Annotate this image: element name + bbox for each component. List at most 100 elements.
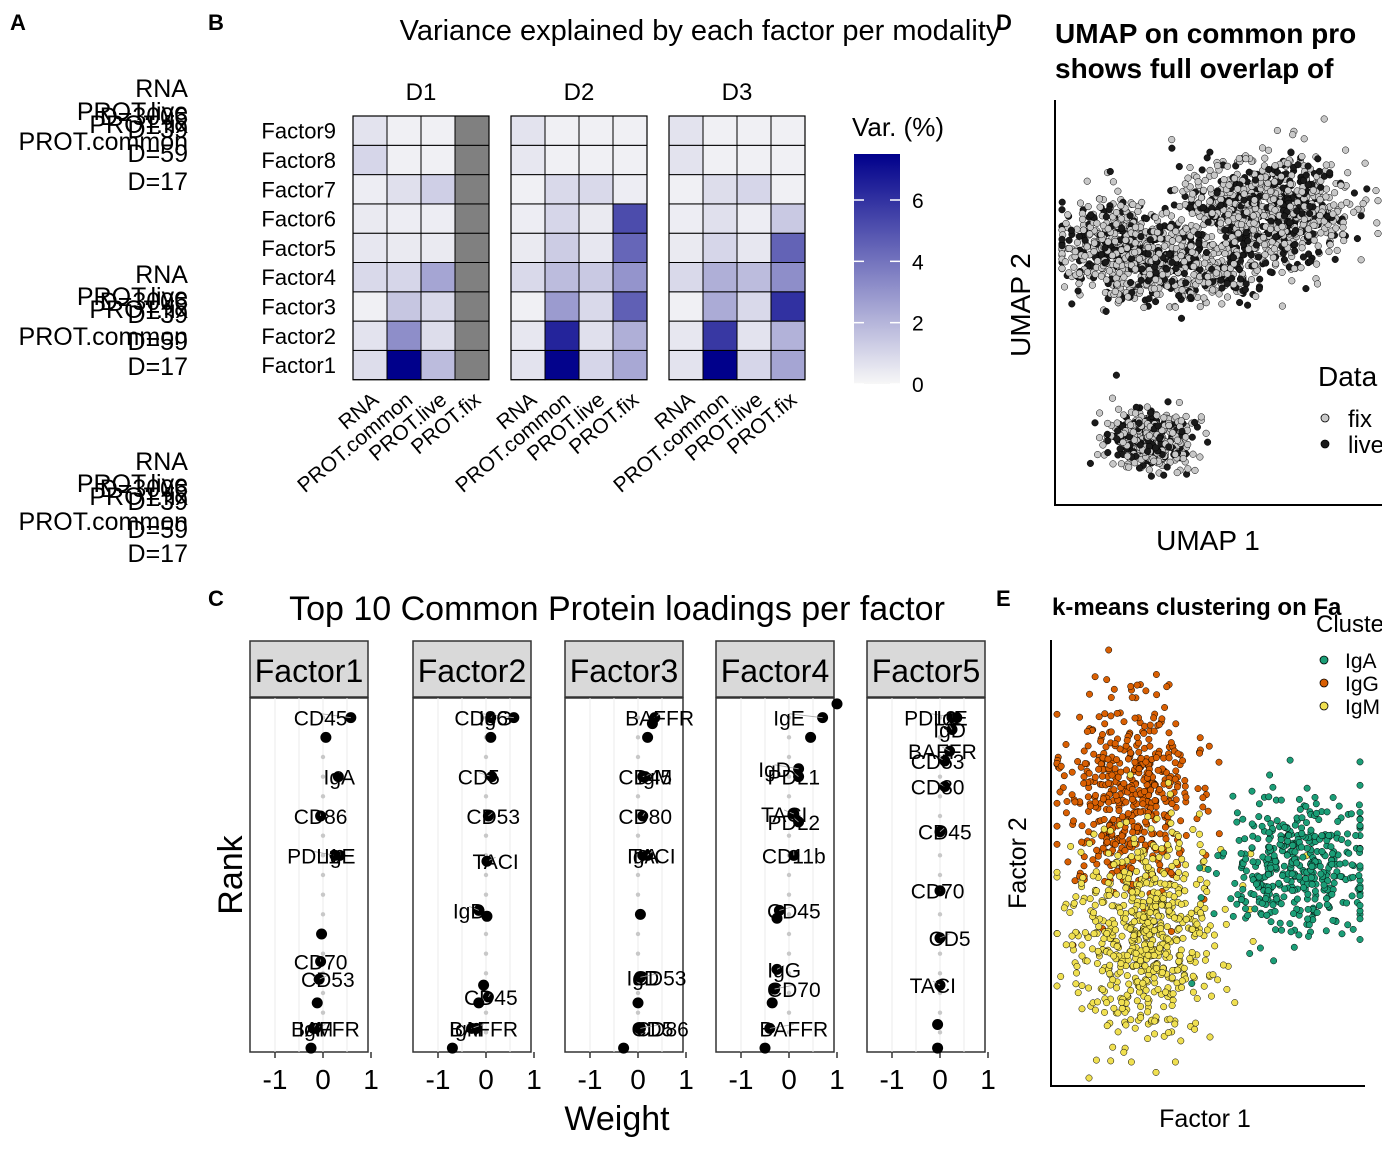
kmeans-point: [1295, 795, 1303, 803]
umap-point: [1299, 253, 1307, 261]
kmeans-point: [1182, 832, 1190, 839]
panel-d-umap: UMAP on common pro shows full overlap of…: [1005, 18, 1382, 556]
heatmap-cell: [352, 144, 388, 176]
kmeans-point: [1171, 759, 1179, 767]
umap-point: [1225, 198, 1233, 206]
loadings-minor-point: [483, 1030, 489, 1035]
loadings-xtick-label: -1: [263, 1064, 288, 1095]
umap-point: [1298, 188, 1306, 196]
kmeans-point: [1083, 728, 1091, 735]
umap-point: [1316, 211, 1324, 220]
loadings-point: [316, 928, 328, 940]
kmeans-point: [1281, 823, 1289, 831]
kmeans-point: [1129, 828, 1137, 836]
umap-point: [1213, 189, 1221, 197]
heatmap-cell: [702, 203, 738, 234]
kmeans-point: [1161, 880, 1169, 888]
kmeans-point: [1073, 962, 1081, 970]
loadings-point-label: CD80: [618, 806, 672, 829]
panel-a-label: D=39: [128, 488, 188, 516]
umap-point: [1207, 185, 1215, 193]
heatmap-cell: [702, 174, 738, 205]
umap-point: [1272, 260, 1280, 268]
heatmap-facet-border: [352, 115, 490, 381]
loadings-minor-point: [320, 971, 326, 976]
loadings-minor-point: [483, 951, 489, 956]
kmeans-point: [1223, 985, 1231, 993]
umap-point: [1278, 302, 1286, 310]
loadings-minor-point: [320, 794, 326, 799]
kmeans-point: [1144, 863, 1152, 871]
umap-point: [1332, 224, 1340, 232]
kmeans-point: [1313, 809, 1320, 817]
umap-point: [1288, 171, 1296, 179]
kmeans-point: [1077, 879, 1085, 887]
umap-point: [1374, 229, 1382, 238]
kmeans-point: [1204, 807, 1212, 815]
kmeans-point: [1248, 820, 1256, 828]
kmeans-point: [1311, 895, 1319, 903]
umap-point: [1171, 303, 1180, 311]
loadings-label-leader: [640, 1024, 663, 1029]
kmeans-point: [1355, 801, 1363, 809]
umap-point: [1197, 413, 1205, 421]
loadings-label-leader: [640, 972, 660, 978]
loadings-point-label: IgE: [324, 845, 356, 868]
kmeans-point: [1349, 873, 1357, 881]
kmeans-point: [1316, 862, 1324, 870]
heatmap-cell: [770, 291, 806, 322]
umap-point: [1331, 255, 1339, 263]
umap-point: [1204, 279, 1213, 287]
kmeans-point: [1154, 985, 1162, 993]
heatmap-row-label: Factor7: [261, 177, 336, 202]
loadings-label-leader: [469, 906, 479, 911]
loadings-panel: [564, 697, 684, 1053]
heatmap-cell: [668, 291, 704, 322]
loadings-point-label: CD45: [918, 822, 972, 845]
loadings-xlabel: Weight: [564, 1100, 670, 1138]
umap-point: [1313, 280, 1322, 288]
umap-point: [1164, 398, 1172, 406]
kmeans-point: [1053, 930, 1061, 938]
kmeans-point: [1113, 709, 1121, 717]
panel-c-loadings: Top 10 Common Protein loadings per facto…: [212, 590, 996, 1138]
kmeans-point: [1188, 980, 1196, 987]
loadings-minor-point: [786, 912, 792, 917]
umap-point: [1116, 269, 1124, 277]
loadings-point-label: IgD: [758, 759, 791, 782]
heatmap-cell: [510, 349, 546, 381]
umap-point: [1286, 180, 1294, 188]
heatmap-cell: [454, 115, 490, 146]
umap-point: [1134, 207, 1142, 216]
heatmap-cell: [612, 144, 648, 176]
umap-point: [1298, 152, 1306, 161]
kmeans-point: [1101, 1008, 1108, 1016]
loadings-minor-point: [937, 813, 943, 819]
loadings-xtick-label: 1: [526, 1064, 542, 1095]
umap-point: [1114, 427, 1122, 435]
kmeans-point: [1107, 728, 1115, 736]
kmeans-point: [1264, 870, 1272, 878]
loadings-point: [618, 1042, 630, 1054]
kmeans-point: [1288, 870, 1296, 878]
kmeans-point: [1080, 747, 1088, 755]
umap-point: [1115, 257, 1123, 265]
umap-point: [1065, 236, 1073, 244]
kmeans-point: [1068, 941, 1076, 949]
umap-point: [1144, 250, 1152, 258]
umap-point: [1175, 292, 1183, 300]
kmeans-point: [1196, 929, 1204, 937]
heatmap-cell: [578, 262, 614, 293]
kmeans-point: [1135, 748, 1143, 756]
umap-point: [1151, 213, 1160, 221]
kmeans-point: [1110, 952, 1118, 960]
kmeans-point: [1344, 830, 1351, 838]
kmeans-point: [1197, 894, 1205, 902]
umap-point: [1151, 254, 1159, 262]
panel-a-labels: RNAPROT.liveD=3006PROT.fixD=39PROT.commo…: [19, 75, 189, 568]
umap-point: [1175, 398, 1183, 407]
loadings-point-label: IgG: [479, 708, 513, 731]
umap-point: [1278, 268, 1286, 276]
loadings-point: [311, 997, 323, 1009]
loadings-minor-point: [320, 892, 326, 897]
